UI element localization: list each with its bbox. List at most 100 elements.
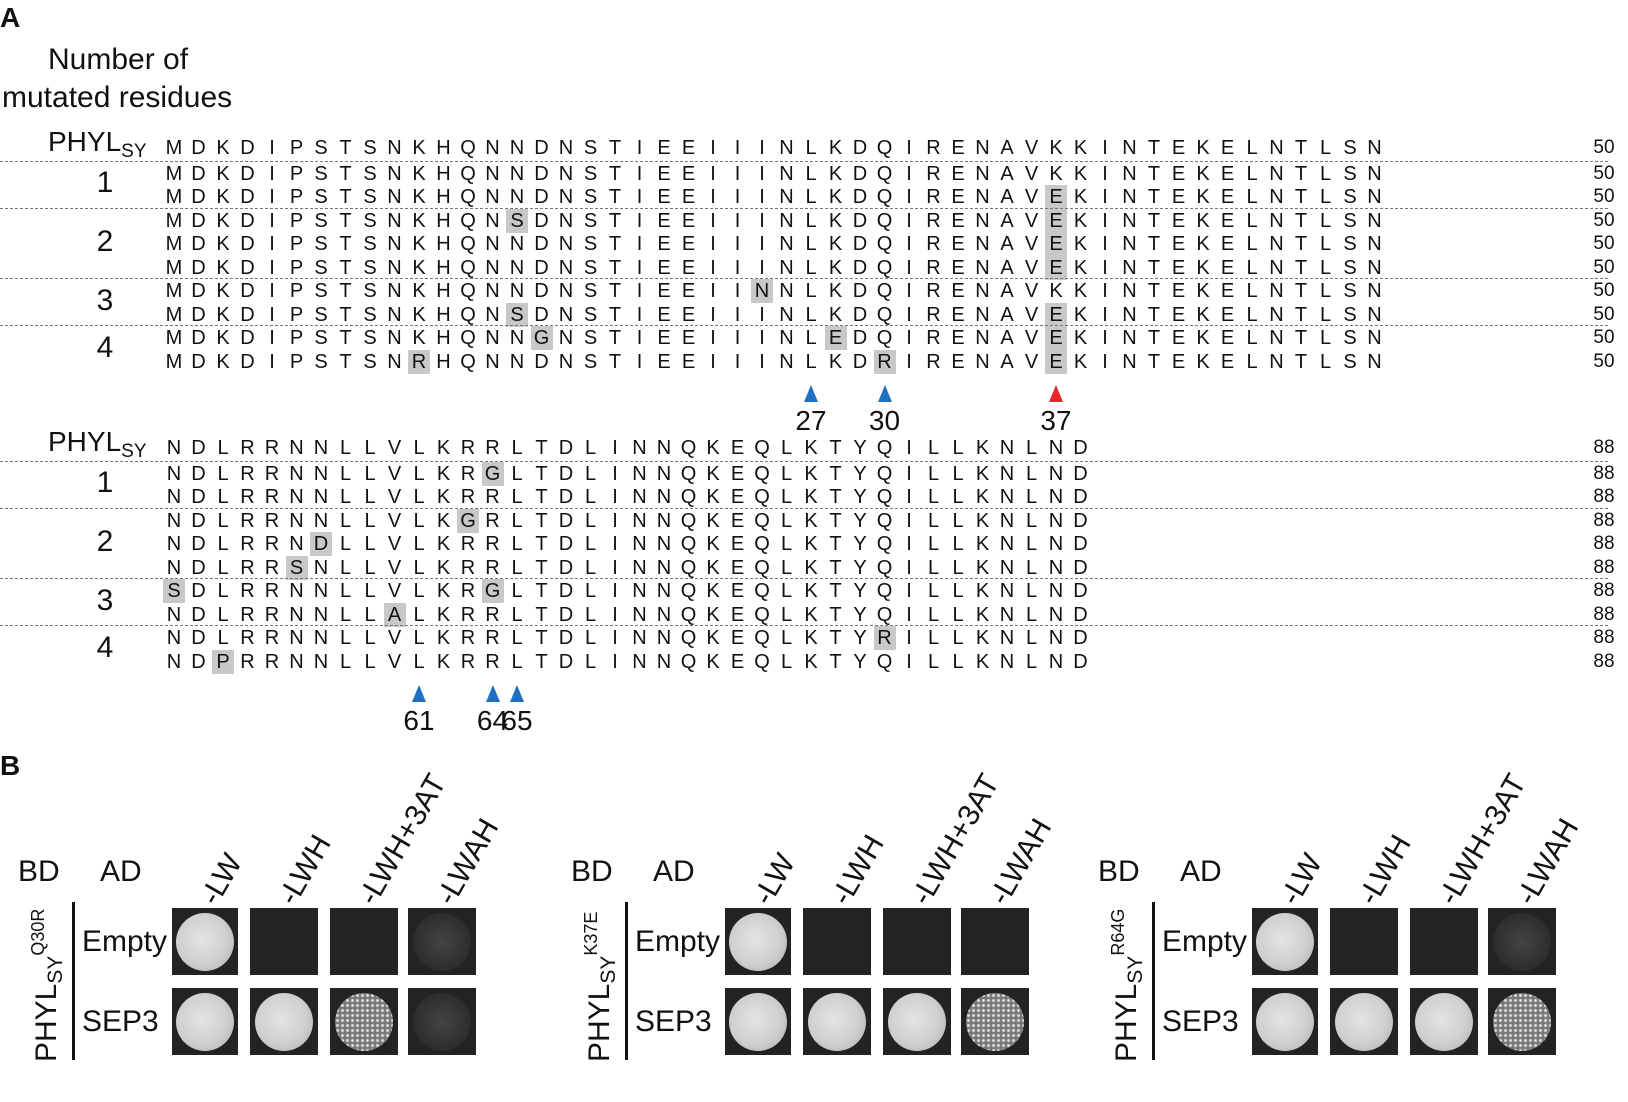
residue: L <box>1025 509 1038 532</box>
residue: I <box>1102 280 1108 302</box>
row-end-number: 88 <box>1593 486 1615 507</box>
residue: T <box>339 256 352 279</box>
residue: T <box>1147 303 1161 326</box>
residue: I <box>906 533 912 555</box>
residue: R <box>240 580 255 602</box>
yeast-colony <box>1256 912 1314 971</box>
residue: D <box>191 350 206 373</box>
residue: L <box>1319 186 1332 208</box>
growth-spot <box>172 908 238 975</box>
residue: H <box>436 233 451 255</box>
residue: D <box>191 603 206 626</box>
residue: I <box>906 233 912 255</box>
residue: E <box>657 280 671 302</box>
residue: N <box>656 486 672 508</box>
residue: Q <box>876 603 893 626</box>
residue: D <box>558 650 574 673</box>
residue: L <box>805 350 817 373</box>
residue: N <box>485 327 500 349</box>
residue: S <box>583 162 598 185</box>
residue: E <box>1045 208 1067 233</box>
residue: K <box>1196 256 1210 279</box>
row-end-number: 88 <box>1593 509 1615 531</box>
residue: Q <box>680 627 697 649</box>
residue: L <box>780 462 793 485</box>
residue: L <box>413 650 425 673</box>
residue: N <box>289 650 304 673</box>
residue: K <box>804 437 818 459</box>
residue: E <box>1220 327 1235 349</box>
residue: K <box>1073 233 1088 255</box>
residue: N <box>1048 533 1064 555</box>
residue: E <box>1220 303 1235 326</box>
residue: L <box>511 462 523 485</box>
residue: E <box>1171 233 1186 255</box>
residue: N <box>975 162 990 185</box>
residue: L <box>1319 162 1332 185</box>
residue: T <box>535 580 548 602</box>
row-end-number: 88 <box>1593 437 1615 458</box>
residue: Q <box>460 137 476 159</box>
residue: N <box>1048 627 1064 649</box>
residue: L <box>339 650 352 673</box>
residue: L <box>364 462 376 485</box>
residue: N <box>999 486 1015 508</box>
residue: T <box>1294 186 1308 208</box>
group-count-label: 4 <box>96 630 114 664</box>
residue: N <box>166 556 182 579</box>
residue: D <box>534 186 549 208</box>
residue: I <box>636 209 643 232</box>
residue: S <box>583 327 598 349</box>
residue: D <box>240 256 255 279</box>
residue: V <box>1024 186 1039 208</box>
residue: I <box>269 162 275 185</box>
residue: S <box>363 303 377 326</box>
residue: L <box>413 603 425 626</box>
residue: S <box>583 303 598 326</box>
group-divider <box>0 460 1608 462</box>
residue: R <box>460 603 476 626</box>
residue: S <box>1343 256 1357 279</box>
reference-label: PHYLSY <box>48 126 147 162</box>
residue: R <box>485 486 500 508</box>
residue: L <box>927 462 940 485</box>
residue: I <box>710 137 716 159</box>
position-marker-icon <box>485 685 500 702</box>
residue: N <box>1122 233 1137 255</box>
residue: N <box>485 256 500 279</box>
residue: A <box>1000 233 1014 255</box>
residue: L <box>584 486 597 508</box>
residue: I <box>906 350 912 373</box>
residue: H <box>436 162 451 185</box>
residue: P <box>289 303 304 326</box>
residue: N <box>1122 186 1137 208</box>
residue: N <box>1122 137 1137 159</box>
residue: L <box>952 437 964 459</box>
residue: S <box>314 256 328 279</box>
group-count-label: 4 <box>96 330 114 364</box>
residue: T <box>1294 303 1308 326</box>
residue: Q <box>680 603 697 626</box>
row-end-number: 50 <box>1593 350 1615 372</box>
residue: Q <box>876 533 893 555</box>
residue: V <box>1024 350 1039 373</box>
residue: I <box>636 350 643 373</box>
residue: T <box>1147 209 1161 232</box>
residue: T <box>608 162 622 185</box>
residue: Q <box>460 303 476 326</box>
residue: L <box>339 509 352 532</box>
residue: Q <box>876 556 893 579</box>
residue: V <box>387 650 402 673</box>
residue: N <box>632 580 647 602</box>
residue: A <box>1000 327 1014 349</box>
residue: H <box>436 186 451 208</box>
residue: E <box>681 137 696 159</box>
residue: D <box>240 209 255 232</box>
residue: S <box>1343 327 1357 349</box>
residue: V <box>387 533 402 555</box>
residue: N <box>656 437 672 459</box>
residue: N <box>999 437 1015 459</box>
residue: N <box>1122 280 1137 302</box>
residue: R <box>240 509 255 532</box>
residue: I <box>906 162 912 185</box>
